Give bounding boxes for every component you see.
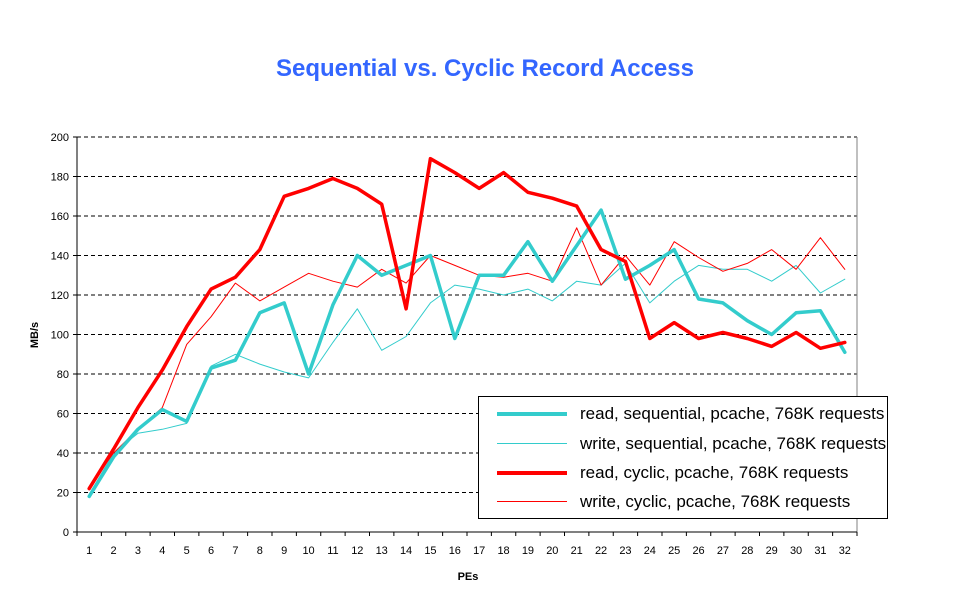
x-tick-label: 4 bbox=[159, 545, 165, 557]
y-tick-label: 0 bbox=[63, 527, 69, 539]
series-line-0 bbox=[87, 208, 847, 499]
y-tick-label: 80 bbox=[57, 369, 69, 381]
y-tick-label: 100 bbox=[51, 330, 69, 342]
x-tick-label: 6 bbox=[208, 545, 214, 557]
y-axis-label: MB/s bbox=[29, 322, 41, 348]
y-tick-label: 160 bbox=[51, 211, 69, 223]
y-tick-label: 120 bbox=[51, 290, 69, 302]
y-tick-label: 180 bbox=[51, 172, 69, 184]
x-tick-label: 8 bbox=[257, 545, 263, 557]
legend-item-read-sequential: read, sequential, pcache, 768K requests bbox=[479, 399, 887, 429]
x-tick-label: 21 bbox=[571, 545, 583, 557]
x-tick-label: 17 bbox=[473, 545, 485, 557]
x-axis-label: PEs bbox=[458, 571, 479, 583]
x-tick-label: 12 bbox=[351, 545, 363, 557]
legend: read, sequential, pcache, 768K requests … bbox=[478, 396, 888, 519]
chart-title: Sequential vs. Cyclic Record Access bbox=[276, 55, 694, 82]
legend-label: write, cyclic, pcache, 768K requests bbox=[580, 492, 851, 511]
legend-label: read, cyclic, pcache, 768K requests bbox=[580, 463, 849, 482]
series-line-2 bbox=[87, 156, 847, 491]
x-tick-label: 2 bbox=[111, 545, 117, 557]
x-tick-label: 1 bbox=[86, 545, 92, 557]
x-tick-label: 15 bbox=[424, 545, 436, 557]
legend-item-read-cyclic: read, cyclic, pcache, 768K requests bbox=[479, 458, 887, 488]
x-tick-label: 9 bbox=[281, 545, 287, 557]
x-tick-label: 11 bbox=[327, 545, 338, 557]
x-tick-label: 5 bbox=[184, 545, 190, 557]
legend-swatch bbox=[497, 443, 567, 444]
x-tick-label: 19 bbox=[522, 545, 534, 557]
x-tick-label: 10 bbox=[302, 545, 314, 557]
x-tick-label: 24 bbox=[644, 545, 656, 557]
legend-swatch bbox=[497, 501, 567, 502]
legend-item-write-sequential: write, sequential, pcache, 768K requests bbox=[479, 429, 887, 459]
x-tick-label: 30 bbox=[790, 545, 802, 557]
legend-swatch bbox=[497, 412, 567, 416]
x-tick-label: 16 bbox=[449, 545, 461, 557]
x-tick-label: 3 bbox=[135, 545, 141, 557]
x-tick-label: 22 bbox=[595, 545, 607, 557]
x-tick-label: 23 bbox=[619, 545, 631, 557]
x-tick-label: 27 bbox=[717, 545, 729, 557]
x-tick-label: 29 bbox=[766, 545, 778, 557]
y-tick-label: 60 bbox=[57, 409, 69, 421]
x-tick-label: 25 bbox=[668, 545, 680, 557]
x-tick-label: 18 bbox=[497, 545, 509, 557]
x-tick-label: 28 bbox=[741, 545, 753, 557]
x-tick-label: 32 bbox=[839, 545, 851, 557]
x-tick-label: 7 bbox=[232, 545, 238, 557]
legend-swatch bbox=[497, 471, 567, 475]
x-tick-label: 13 bbox=[376, 545, 388, 557]
y-tick-label: 140 bbox=[51, 251, 69, 263]
legend-item-write-cyclic: write, cyclic, pcache, 768K requests bbox=[479, 487, 887, 517]
legend-label: read, sequential, pcache, 768K requests bbox=[580, 404, 885, 423]
y-tick-label: 200 bbox=[51, 132, 69, 144]
x-tick-label: 20 bbox=[546, 545, 558, 557]
y-tick-label: 20 bbox=[57, 488, 69, 500]
x-tick-label: 26 bbox=[692, 545, 704, 557]
x-tick-label: 31 bbox=[814, 545, 826, 557]
y-tick-label: 40 bbox=[57, 448, 69, 460]
series-lines bbox=[87, 156, 847, 499]
x-tick-label: 14 bbox=[400, 545, 412, 557]
series-line-3 bbox=[88, 227, 846, 488]
legend-label: write, sequential, pcache, 768K requests bbox=[580, 434, 887, 453]
